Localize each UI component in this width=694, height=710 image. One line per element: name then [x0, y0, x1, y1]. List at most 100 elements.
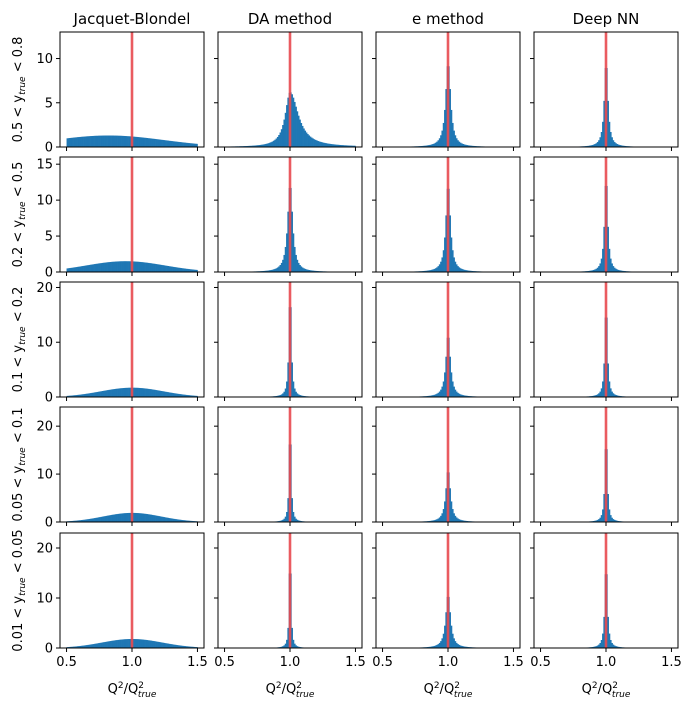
- hist-bar: [613, 394, 616, 397]
- row-label-4: 0.05 < ytrue < 0.1: [11, 407, 28, 521]
- hist-bar: [150, 640, 152, 648]
- hist-bar: [455, 138, 458, 147]
- hist-bar: [320, 141, 322, 147]
- hist-bar: [617, 269, 620, 272]
- hist-bar: [183, 394, 185, 397]
- hist-bar: [619, 270, 621, 272]
- hist-bar: [279, 395, 282, 397]
- hist-bar: [128, 387, 130, 397]
- hist-bar: [145, 639, 147, 648]
- hist-bar: [440, 515, 442, 522]
- hist-bar: [175, 519, 177, 522]
- hist-bar: [186, 520, 189, 522]
- hist-bar: [279, 265, 282, 272]
- hist-bar: [314, 139, 317, 147]
- hist-bar: [112, 514, 115, 522]
- hist-bar: [80, 520, 83, 522]
- hist-bar: [335, 144, 338, 147]
- hist-bar: [432, 520, 434, 522]
- hist-bar: [155, 515, 158, 522]
- hist-bar: [445, 612, 448, 648]
- hist-bar: [602, 633, 604, 648]
- hist-bar: [275, 268, 278, 272]
- hist-bar: [615, 394, 617, 397]
- hist-bar: [291, 211, 293, 272]
- hist-bar: [146, 138, 149, 147]
- hist-bar: [466, 270, 468, 272]
- hist-bar: [301, 125, 304, 147]
- hist-bar: [272, 140, 275, 147]
- hist-bar: [609, 388, 612, 397]
- hist-bar: [134, 387, 137, 397]
- hist-bar: [101, 391, 104, 397]
- hist-bar: [465, 144, 467, 147]
- hist-bar: [82, 519, 84, 522]
- hist-bar: [293, 388, 296, 397]
- hist-bar: [301, 395, 304, 397]
- hist-bar: [172, 266, 175, 272]
- y-tick-label: 5: [45, 96, 53, 111]
- hist-bar: [434, 645, 437, 648]
- hist-bar: [305, 269, 308, 272]
- hist-bar: [164, 643, 167, 648]
- hist-bar: [451, 633, 454, 648]
- hist-bar: [137, 639, 139, 648]
- hist-bar: [163, 265, 166, 272]
- hist-bar: [455, 391, 458, 397]
- x-tick-label: 1.0: [122, 655, 143, 670]
- hist-bar: [436, 141, 438, 147]
- hist-bar: [114, 640, 117, 648]
- hist-bar: [125, 513, 128, 522]
- hist-bar: [196, 143, 198, 147]
- hist-bar: [270, 142, 273, 147]
- hist-bar: [449, 89, 451, 147]
- hist-bar: [82, 645, 84, 648]
- hist-bar: [173, 644, 176, 648]
- hist-bar: [125, 639, 128, 648]
- hist-bar: [594, 520, 596, 522]
- hist-bar: [317, 141, 320, 147]
- hist-bar: [135, 639, 138, 648]
- hist-bar: [459, 519, 462, 522]
- hist-bar: [444, 501, 446, 522]
- hist-bar: [84, 265, 87, 272]
- hist-bar: [193, 646, 196, 648]
- hist-bar: [297, 394, 300, 397]
- hist-bar: [434, 394, 437, 397]
- hist-bar: [596, 519, 599, 522]
- hist-bar: [160, 642, 163, 648]
- hist-bar: [471, 145, 474, 147]
- hist-bar: [437, 266, 440, 272]
- hist-bar: [69, 138, 71, 147]
- hist-bar: [138, 639, 141, 648]
- hist-bar: [172, 393, 175, 397]
- hist-bar: [86, 393, 88, 397]
- hist-bar: [594, 646, 596, 648]
- hist-bar: [333, 144, 335, 147]
- hist-bar: [135, 261, 138, 272]
- hist-bar: [112, 640, 115, 648]
- hist-bar: [83, 394, 86, 397]
- hist-bar: [74, 137, 77, 147]
- hist-bar: [326, 143, 329, 147]
- panel-r4-c3: [372, 406, 521, 526]
- hist-bar: [75, 646, 78, 648]
- hist-bar: [444, 372, 446, 397]
- hist-bar: [600, 132, 603, 147]
- hist-bar: [611, 517, 613, 522]
- hist-bar: [125, 261, 128, 272]
- hist-bar: [66, 268, 69, 272]
- hist-bar: [141, 262, 143, 272]
- hist-bar: [147, 514, 150, 522]
- hist-bar: [590, 270, 592, 272]
- hist-bar: [608, 248, 611, 272]
- hist-bar: [455, 264, 458, 272]
- hist-bar: [249, 145, 252, 147]
- hist-bar: [186, 646, 189, 648]
- hist-bar: [587, 145, 590, 147]
- hist-bar: [90, 393, 92, 397]
- hist-bar: [592, 646, 595, 648]
- hist-bar: [441, 513, 444, 522]
- hist-bar: [133, 261, 135, 272]
- hist-bar: [152, 389, 155, 397]
